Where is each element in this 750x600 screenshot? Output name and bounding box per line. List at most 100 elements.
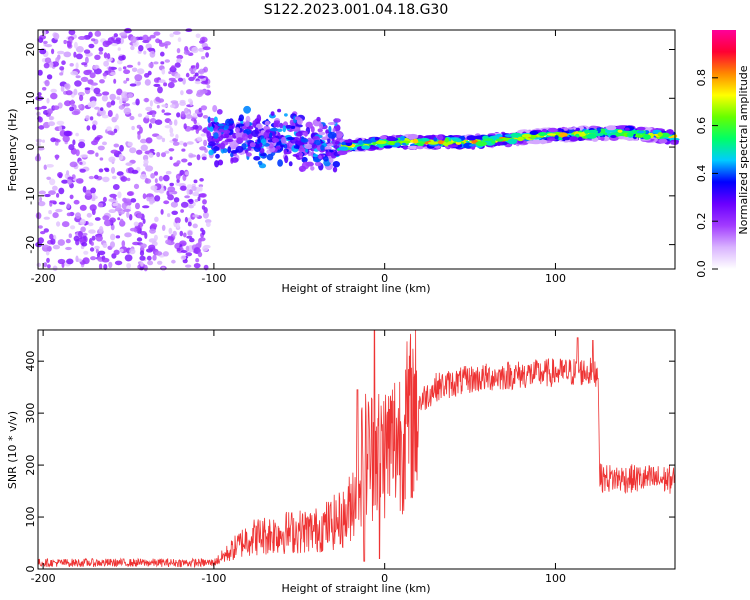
heatmap-cell — [73, 199, 80, 205]
heatmap-cell — [538, 132, 547, 136]
heatmap-cell — [203, 139, 208, 147]
heatmap-cell — [125, 77, 130, 82]
snr-y-tick-label: 200 — [24, 455, 37, 476]
heatmap-cell — [169, 127, 174, 134]
heatmap-cell — [131, 169, 139, 174]
heatmap-cell — [670, 141, 675, 145]
heatmap-cell — [177, 37, 182, 43]
heatmap-cell — [68, 233, 73, 238]
heatmap-cell — [191, 46, 199, 54]
heatmap-cell — [170, 104, 176, 108]
heatmap-cell — [187, 230, 193, 236]
heatmap-cell — [110, 233, 116, 241]
heatmap-cell — [46, 108, 53, 115]
heatmap-cell — [362, 140, 373, 144]
heatmap-cell — [199, 178, 204, 182]
heatmap-cell — [510, 132, 522, 138]
colorbar-gradient — [712, 30, 736, 269]
heatmap-cell — [147, 260, 154, 266]
heatmap-cell — [89, 204, 97, 212]
heatmap-cell — [56, 120, 65, 126]
heatmap-cell — [298, 145, 304, 152]
heatmap-cell — [116, 88, 123, 96]
heatmap-cell — [606, 125, 617, 131]
heatmap-cell — [154, 178, 158, 184]
heatmap-cell — [312, 154, 319, 158]
heatmap-cell — [69, 161, 78, 168]
heatmap-cell — [75, 75, 81, 79]
heatmap-cell — [275, 122, 281, 128]
heatmap-cell — [183, 142, 188, 147]
heatmap-cell — [111, 175, 117, 180]
heatmap-y-tick-label: -20 — [24, 236, 37, 254]
heatmap-cell — [113, 143, 120, 148]
heatmap-cell — [131, 125, 135, 131]
heatmap-cell — [83, 49, 91, 54]
heatmap-cell — [223, 125, 229, 130]
heatmap-cell — [51, 48, 55, 55]
heatmap-cell — [180, 90, 184, 96]
heatmap-cell — [110, 100, 116, 106]
heatmap-y-axis-label: Frequency (Hz) — [6, 109, 19, 192]
heatmap-cell — [212, 137, 220, 142]
heatmap-cell — [63, 51, 72, 58]
heatmap-cell — [295, 131, 303, 137]
heatmap-cell — [144, 79, 151, 86]
heatmap-cell — [53, 32, 60, 40]
heatmap-cell — [37, 237, 45, 244]
heatmap-cell — [185, 72, 190, 78]
heatmap-cell — [243, 105, 252, 114]
heatmap-cell — [130, 36, 137, 43]
heatmap-cell — [402, 145, 408, 150]
heatmap-cell — [40, 231, 46, 235]
heatmap-cell — [259, 153, 266, 157]
heatmap-cell — [198, 68, 205, 75]
heatmap-cell — [108, 261, 113, 269]
heatmap-cell — [160, 61, 165, 65]
heatmap-cell — [124, 27, 132, 34]
heatmap-cell — [607, 133, 617, 136]
heatmap-cell — [208, 149, 214, 156]
heatmap-cell — [575, 127, 580, 132]
heatmap-cell — [256, 114, 262, 123]
heatmap-cell — [263, 130, 270, 139]
heatmap-cell — [257, 160, 263, 166]
snr-x-tick-label: -200 — [31, 572, 56, 585]
heatmap-x-axis-label: Height of straight line (km) — [281, 282, 430, 295]
heatmap-cell — [162, 251, 169, 257]
heatmap-cell — [529, 130, 539, 135]
heatmap-cell — [626, 132, 634, 137]
heatmap-cell — [79, 161, 83, 165]
heatmap-cell — [52, 265, 58, 272]
heatmap-cell — [328, 125, 332, 133]
heatmap-cell — [249, 142, 256, 148]
heatmap-cell — [183, 50, 191, 55]
heatmap-cell — [149, 200, 154, 205]
heatmap-cell — [115, 113, 119, 120]
heatmap-cell — [81, 62, 88, 66]
heatmap-cell — [284, 113, 288, 117]
heatmap-cell — [153, 61, 159, 65]
heatmap-cell — [126, 211, 130, 218]
colorbar-tick-label: 0.0 — [695, 260, 708, 278]
heatmap-cell — [92, 192, 96, 198]
heatmap-cell — [151, 113, 156, 118]
heatmap-cell — [368, 146, 380, 150]
heatmap-cell — [65, 90, 73, 96]
heatmap-cell — [206, 131, 212, 139]
heatmap-cell — [118, 105, 125, 110]
heatmap-cell — [140, 261, 144, 267]
heatmap-cell — [70, 71, 79, 76]
heatmap-cell — [170, 100, 179, 104]
heatmap-cell — [80, 154, 88, 158]
heatmap-cell — [79, 204, 87, 211]
heatmap-cell — [135, 202, 140, 210]
heatmap-cell — [38, 190, 47, 195]
heatmap-cell — [90, 85, 94, 91]
heatmap-cell — [483, 138, 494, 141]
heatmap-cell — [69, 63, 74, 67]
heatmap-cell — [130, 45, 135, 51]
heatmap-cell — [195, 62, 200, 70]
heatmap-cell — [317, 128, 323, 133]
